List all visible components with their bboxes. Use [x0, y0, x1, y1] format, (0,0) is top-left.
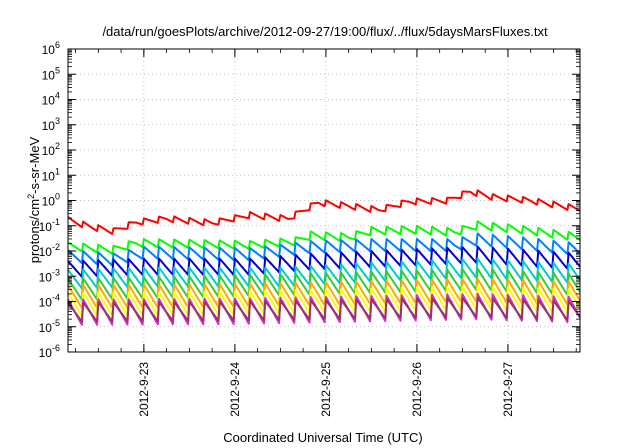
series-line-3: [67, 232, 581, 267]
y-tick-label: 10-4: [39, 293, 60, 310]
x-axis-label: Coordinated Universal Time (UTC): [223, 430, 422, 445]
series-line-6: [67, 267, 581, 301]
y-tick-label: 100: [42, 192, 60, 209]
y-tick-label: 106: [42, 40, 60, 57]
series-lines: [67, 189, 581, 326]
axis-ticks: 106 105 104 103 102 101 100 10-1 10-2 10-3 10-4 10-…: [39, 40, 580, 417]
y-tick-label: 102: [42, 141, 60, 158]
y-axis-label-post: -s-sr-MeV: [27, 136, 42, 193]
y-axis-label: protons/cm2-s-sr-MeV: [26, 136, 42, 263]
y-tick-label: 10-6: [39, 343, 60, 360]
y-tick-label: 10-1: [39, 217, 60, 234]
y-tick-label: 10-5: [39, 318, 60, 335]
y-tick-label: 101: [42, 166, 60, 183]
x-tick-label: 2012-9-23: [137, 362, 151, 417]
y-tick-label: 10-3: [39, 267, 60, 284]
y-tick-label: 105: [42, 65, 60, 82]
y-axis-label-pre: protons/cm: [27, 199, 42, 263]
series-line-1: [67, 189, 581, 235]
series-line-10: [67, 296, 581, 323]
series-line-8: [67, 285, 581, 317]
x-tick-label: 2012-9-25: [319, 362, 333, 417]
y-tick-label: 10-2: [39, 242, 60, 259]
x-tick-label: 2012-9-24: [228, 362, 242, 417]
chart-title: /data/run/goesPlots/archive/2012-09-27/1…: [102, 24, 548, 39]
series-line-7: [67, 277, 581, 310]
y-tick-label: 104: [42, 91, 60, 108]
y-axis-label-sup: 2: [26, 194, 36, 199]
x-tick-label: 2012-9-26: [410, 362, 424, 417]
series-line-5: [67, 257, 581, 290]
y-tick-label: 103: [42, 116, 60, 133]
x-tick-label: 2012-9-27: [501, 362, 515, 417]
series-line-2: [67, 220, 581, 255]
series-line-4: [67, 245, 581, 278]
